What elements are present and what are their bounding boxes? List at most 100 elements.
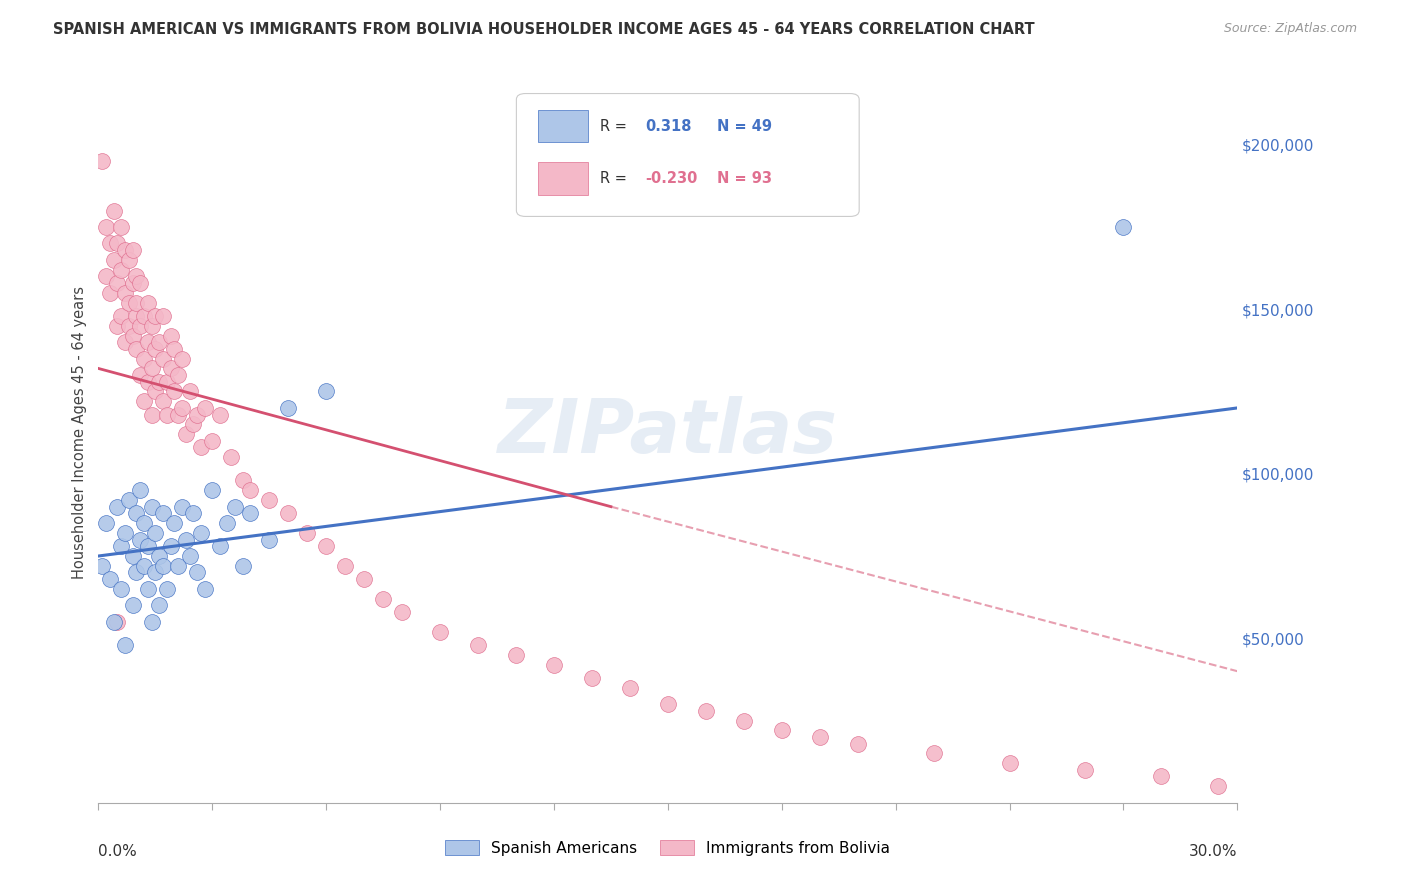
Point (136, 582, 159, 596)
Point (141, 408, 163, 422)
Point (110, 582, 132, 596)
Point (125, 309, 148, 323)
Point (152, 351, 174, 366)
Point (114, 243, 136, 257)
Point (148, 335, 170, 350)
Point (103, 252, 125, 267)
Point (107, 318, 129, 333)
Point (156, 408, 179, 422)
Point (922, 747, 945, 761)
Point (208, 408, 231, 422)
Point (125, 506, 148, 520)
Point (129, 483, 152, 498)
Point (1112, 219, 1135, 234)
Point (159, 539, 181, 553)
Point (217, 516, 239, 530)
Point (201, 483, 224, 498)
Point (277, 506, 299, 520)
Point (232, 473, 254, 487)
Point (129, 318, 152, 333)
Point (129, 276, 152, 290)
FancyBboxPatch shape (516, 94, 859, 217)
Point (110, 262, 132, 277)
Point (315, 384, 337, 399)
Point (121, 549, 143, 563)
Point (179, 549, 201, 563)
Point (167, 368, 190, 382)
Point (132, 558, 155, 573)
Point (232, 558, 254, 573)
FancyBboxPatch shape (538, 110, 588, 143)
Point (581, 671, 603, 685)
Point (695, 704, 717, 718)
Point (110, 219, 132, 234)
Text: Source: ZipAtlas.com: Source: ZipAtlas.com (1223, 22, 1357, 36)
Text: 0.318: 0.318 (645, 119, 692, 134)
Point (110, 309, 132, 323)
Point (132, 351, 155, 366)
Point (174, 427, 197, 442)
Text: -0.230: -0.230 (645, 170, 697, 186)
Point (121, 276, 143, 290)
Point (94, 269, 117, 284)
Point (156, 582, 179, 596)
Point (114, 638, 136, 652)
Text: 30.0%: 30.0% (1189, 844, 1237, 858)
Point (110, 539, 132, 553)
Point (183, 506, 205, 520)
Point (194, 582, 217, 596)
Y-axis label: Householder Income Ages 45 - 64 years: Householder Income Ages 45 - 64 years (72, 286, 87, 579)
Point (136, 539, 159, 553)
Point (167, 558, 190, 573)
Point (132, 394, 155, 409)
Point (159, 361, 181, 376)
Point (467, 638, 489, 652)
Point (129, 533, 152, 547)
Text: SPANISH AMERICAN VS IMMIGRANTS FROM BOLIVIA HOUSEHOLDER INCOME AGES 45 - 64 YEAR: SPANISH AMERICAN VS IMMIGRANTS FROM BOLI… (53, 22, 1035, 37)
Point (125, 295, 148, 310)
Point (148, 549, 170, 563)
Point (170, 351, 193, 366)
Point (183, 417, 205, 432)
Point (94, 516, 117, 530)
Point (167, 408, 190, 422)
Point (114, 335, 136, 350)
Point (91, 154, 114, 169)
Point (315, 539, 337, 553)
Point (170, 500, 193, 514)
Point (657, 697, 679, 711)
Point (619, 681, 641, 695)
Point (1208, 780, 1230, 794)
Point (145, 566, 167, 580)
Point (114, 285, 136, 300)
Point (136, 375, 159, 389)
Text: 0.0%: 0.0% (98, 844, 138, 858)
Point (107, 615, 129, 629)
Point (118, 493, 141, 508)
Point (335, 558, 357, 573)
Point (186, 566, 208, 580)
Point (163, 384, 186, 399)
Point (98, 285, 121, 300)
Point (107, 276, 129, 290)
Point (141, 500, 163, 514)
Point (145, 342, 167, 356)
Point (770, 723, 793, 738)
Point (159, 328, 181, 343)
Point (136, 335, 159, 350)
Point (1074, 763, 1097, 777)
Point (125, 566, 148, 580)
Point (145, 309, 167, 323)
Point (152, 394, 174, 409)
Point (136, 295, 159, 310)
Point (141, 361, 163, 376)
Text: R =: R = (599, 170, 627, 186)
Point (103, 203, 125, 218)
Point (163, 342, 186, 356)
Point (429, 624, 451, 639)
Point (132, 516, 155, 530)
Point (121, 243, 143, 257)
Point (132, 309, 155, 323)
Point (114, 526, 136, 541)
Point (103, 615, 125, 629)
